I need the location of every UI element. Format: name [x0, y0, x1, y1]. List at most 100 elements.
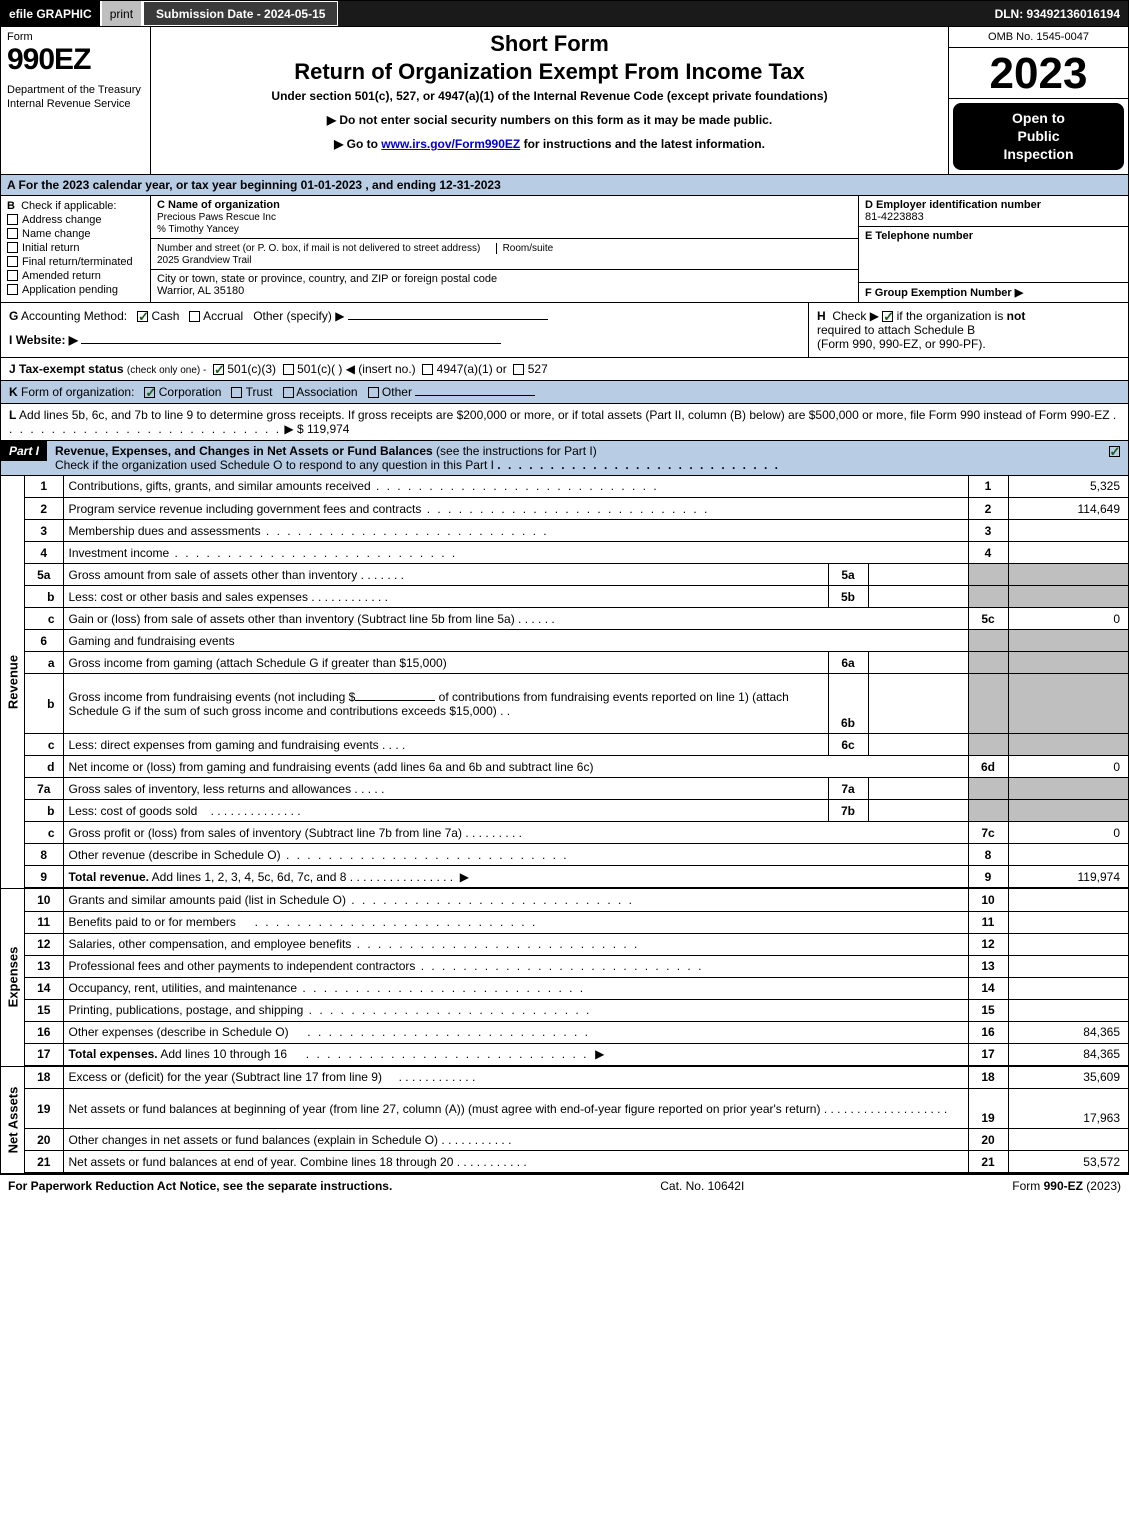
line-6c-innum: 6c	[828, 734, 868, 756]
revenue-label-text: Revenue	[5, 655, 20, 709]
k-text: Form of organization:	[21, 385, 134, 399]
j-sub: (check only one) -	[127, 365, 206, 376]
part-i-check-line: Check if the organization used Schedule …	[55, 458, 494, 472]
chk-initial-return[interactable]: Initial return	[7, 242, 144, 254]
chk-amended-return[interactable]: Amended return	[7, 270, 144, 282]
line-4-val	[1008, 542, 1128, 564]
chk-final-return[interactable]: Final return/terminated	[7, 256, 144, 268]
line-13: 13Professional fees and other payments t…	[25, 955, 1128, 977]
chk-other-org[interactable]	[368, 387, 379, 398]
line-9-bold: Total revenue.	[69, 870, 149, 884]
part-i-checkbox-cell	[1100, 441, 1128, 461]
line-6: 6Gaming and fundraising events	[25, 630, 1128, 652]
line-6b: bGross income from fundraising events (n…	[25, 674, 1128, 734]
chk-name-change[interactable]: Name change	[7, 228, 144, 240]
h-text3: required to attach Schedule B	[817, 323, 975, 337]
open-line3: Inspection	[1003, 146, 1073, 162]
part-i-header: Part I Revenue, Expenses, and Changes in…	[1, 441, 1128, 476]
line-10: 10Grants and similar amounts paid (list …	[25, 889, 1128, 911]
chk-527[interactable]	[513, 364, 524, 375]
l-letter: L	[9, 408, 16, 422]
line-20-val	[1008, 1129, 1128, 1151]
tax-year: 2023	[949, 48, 1128, 99]
line-9: 9Total revenue. Add lines 1, 2, 3, 4, 5c…	[25, 866, 1128, 888]
line-8-desc: Other revenue (describe in Schedule O)	[69, 848, 281, 862]
e-phone-block: E Telephone number	[859, 227, 1128, 283]
h-text2: if the organization is	[897, 309, 1007, 323]
form-page: efile GRAPHIC print Submission Date - 20…	[0, 0, 1129, 1175]
line-16: 16Other expenses (describe in Schedule O…	[25, 1021, 1128, 1043]
street-address: 2025 Grandview Trail	[157, 255, 252, 266]
line-18: 18Excess or (deficit) for the year (Subt…	[25, 1067, 1128, 1089]
line-5c-desc: Gain or (loss) from sale of assets other…	[69, 612, 515, 626]
line-6c-desc: Less: direct expenses from gaming and fu…	[69, 738, 379, 752]
line-l: L Add lines 5b, 6c, and 7b to line 9 to …	[1, 404, 1128, 441]
expenses-table: 10Grants and similar amounts paid (list …	[25, 889, 1128, 1066]
directive-ssn: ▶ Do not enter social security numbers o…	[159, 113, 940, 127]
f-group-block: F Group Exemption Number ▶	[859, 283, 1128, 302]
print-button[interactable]: print	[102, 1, 143, 26]
line-6a-desc: Gross income from gaming (attach Schedul…	[69, 656, 447, 670]
chk-application-pending[interactable]: Application pending	[7, 284, 144, 296]
chk-501c3[interactable]	[213, 364, 224, 375]
i-website: I Website: ▶	[9, 333, 800, 347]
form-header: Form 990EZ Department of the Treasury In…	[1, 27, 1128, 175]
chk-trust[interactable]	[231, 387, 242, 398]
chk-4947[interactable]	[422, 364, 433, 375]
line-21-val: 53,572	[1008, 1151, 1128, 1173]
open-public-badge: Open to Public Inspection	[953, 103, 1124, 170]
c-name-lbl: Name of organization	[168, 199, 280, 211]
g-other-line	[348, 319, 548, 320]
line-15-val	[1008, 999, 1128, 1021]
line-11: 11Benefits paid to or for members 11	[25, 911, 1128, 933]
title-main: Return of Organization Exempt From Incom…	[159, 59, 940, 85]
k-other-line	[415, 395, 535, 396]
line-5a-innum: 5a	[828, 564, 868, 586]
line-7b-desc: Less: cost of goods sold	[69, 804, 198, 818]
chk-accrual[interactable]	[189, 311, 200, 322]
g-other: Other (specify) ▶	[253, 309, 344, 323]
revenue-table: 1Contributions, gifts, grants, and simil…	[25, 476, 1128, 889]
line-12: 12Salaries, other compensation, and empl…	[25, 933, 1128, 955]
chk-schedule-o[interactable]	[1109, 446, 1120, 457]
line-7b: bLess: cost of goods sold . . . . . . . …	[25, 800, 1128, 822]
h-letter: H	[817, 309, 826, 323]
d-ein-block: D Employer identification number 81-4223…	[859, 196, 1128, 227]
col-h: H Check ▶ if the organization is not req…	[808, 303, 1128, 357]
line-18-val: 35,609	[1008, 1067, 1128, 1089]
revenue-vlabel: Revenue	[1, 476, 25, 889]
line-5b-desc: Less: cost or other basis and sales expe…	[69, 590, 308, 604]
ein-value: 81-4223883	[865, 211, 924, 223]
footer-right: Form 990-EZ (2023)	[1012, 1179, 1121, 1193]
line-14-desc: Occupancy, rent, utilities, and maintena…	[69, 981, 298, 995]
opt-pending: Application pending	[22, 284, 118, 296]
chk-address-change[interactable]: Address change	[7, 214, 144, 226]
chk-assoc[interactable]	[283, 387, 294, 398]
line-k: K Form of organization: Corporation Trus…	[1, 381, 1128, 404]
line-3-val	[1008, 520, 1128, 542]
line-2: 2Program service revenue including gover…	[25, 498, 1128, 520]
section-g-h: G Accounting Method: Cash Accrual Other …	[1, 303, 1128, 358]
l-text: Add lines 5b, 6c, and 7b to line 9 to de…	[19, 408, 1110, 422]
addr-lbl: Number and street (or P. O. box, if mail…	[157, 243, 480, 254]
city-lbl: City or town, state or province, country…	[157, 273, 497, 285]
chk-cash[interactable]	[137, 311, 148, 322]
col-b: B Check if applicable: Address change Na…	[1, 196, 151, 302]
line-6a: aGross income from gaming (attach Schedu…	[25, 652, 1128, 674]
row-a-tax-year: A For the 2023 calendar year, or tax yea…	[1, 175, 1128, 196]
chk-corp[interactable]	[144, 387, 155, 398]
website-line	[81, 343, 501, 344]
line-10-val	[1008, 889, 1128, 911]
irs-link[interactable]: www.irs.gov/Form990EZ	[381, 137, 520, 151]
col-c: C Name of organization Precious Paws Res…	[151, 196, 858, 302]
dept-line2: Internal Revenue Service	[7, 98, 131, 110]
line-5c: cGain or (loss) from sale of assets othe…	[25, 608, 1128, 630]
chk-sched-b[interactable]	[882, 311, 893, 322]
subtitle: Under section 501(c), 527, or 4947(a)(1)…	[159, 89, 940, 103]
header-center: Short Form Return of Organization Exempt…	[151, 27, 948, 174]
line-20: 20Other changes in net assets or fund ba…	[25, 1129, 1128, 1151]
topbar-spacer	[338, 1, 986, 26]
expenses-label-text: Expenses	[5, 947, 20, 1008]
chk-501c[interactable]	[283, 364, 294, 375]
submission-date: Submission Date - 2024-05-15	[143, 1, 338, 26]
